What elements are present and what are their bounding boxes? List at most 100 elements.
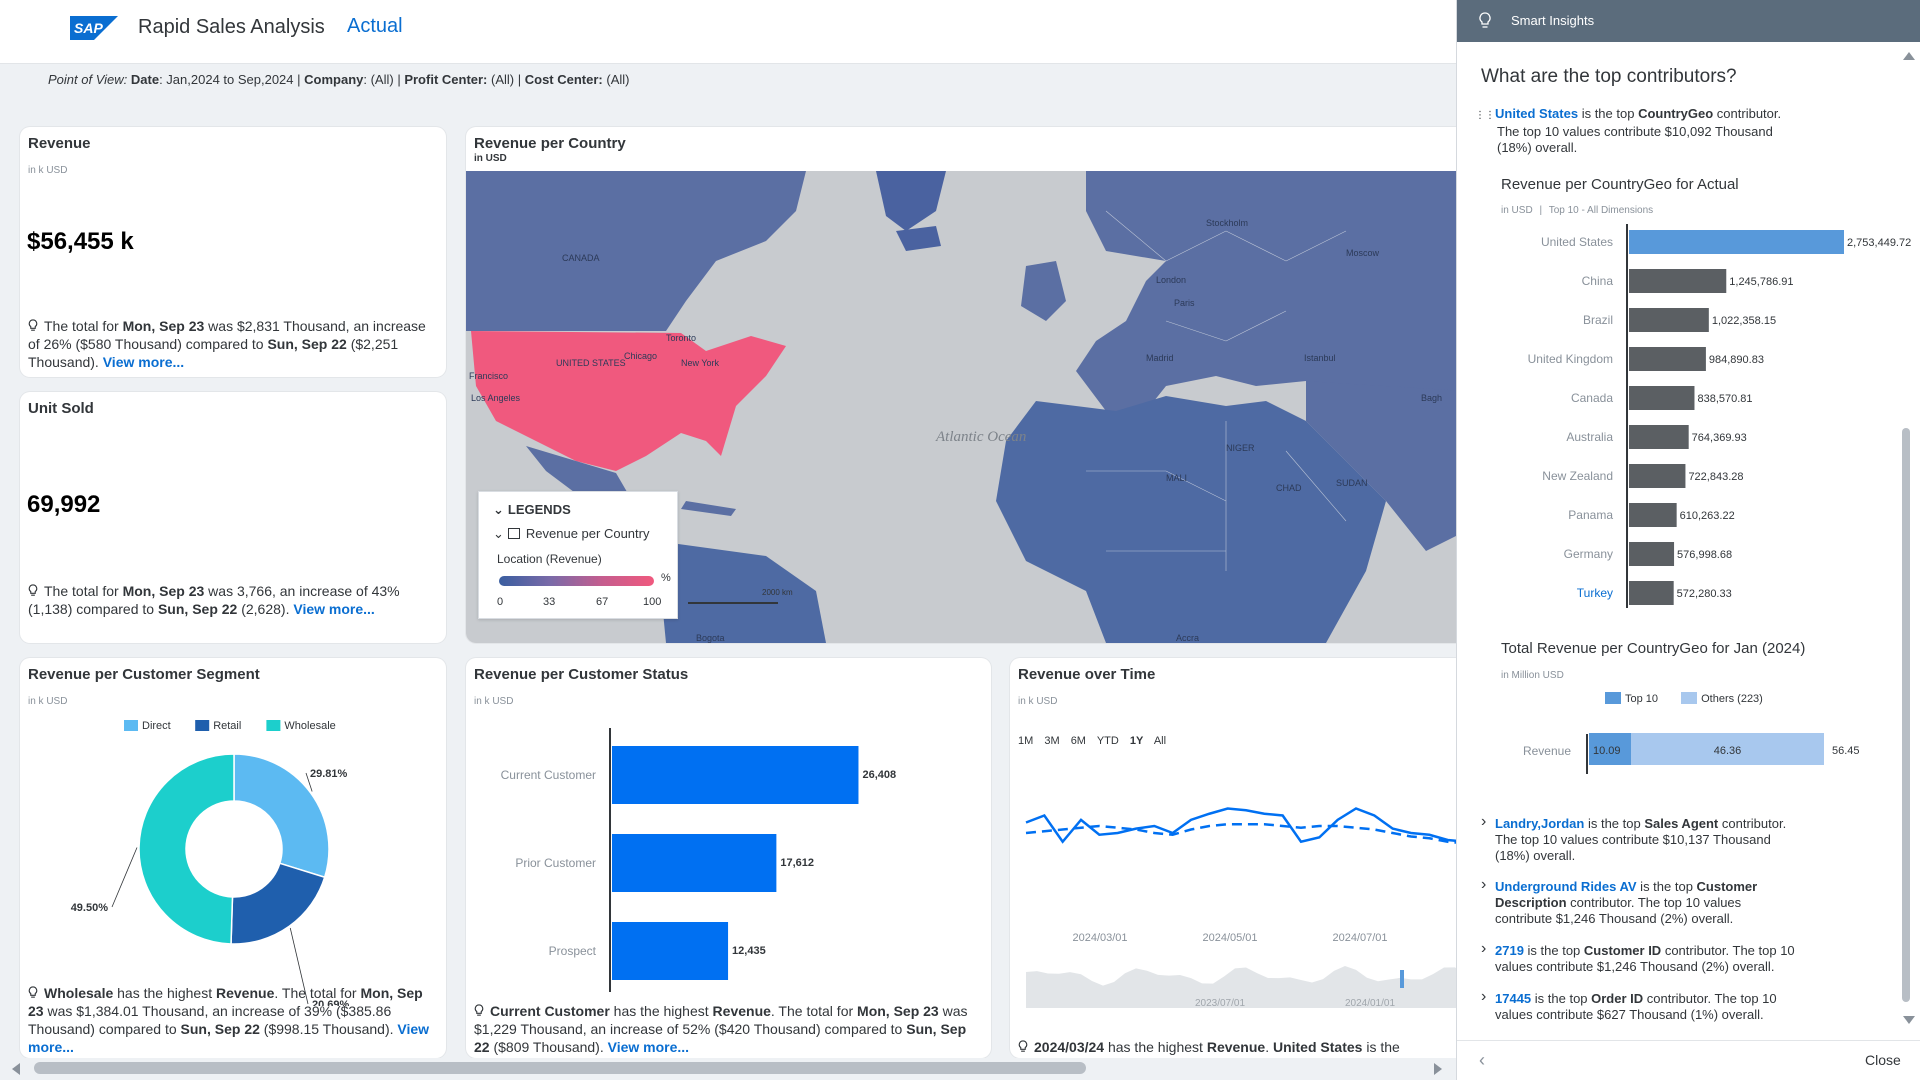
- chart1-unit: in USD | Top 10 - All Dimensions: [1501, 205, 1653, 216]
- svg-text:Chicago: Chicago: [624, 351, 657, 361]
- view-more-link[interactable]: View more...: [607, 1039, 690, 1055]
- legend-label: Retail: [213, 720, 241, 732]
- revenue-over-time-card[interactable]: Revenue over Time in k USD 1M 3M 6M YTD …: [1010, 658, 1466, 1058]
- contributor-item[interactable]: › Landry,Jordan is the top Sales Agent co…: [1481, 813, 1881, 864]
- svg-text:SUDAN: SUDAN: [1336, 478, 1368, 488]
- svg-text:CANADA: CANADA: [562, 253, 600, 263]
- contributor-text: The top 10 values contribute $10,137 Tho…: [1495, 832, 1771, 847]
- status-bar: [612, 922, 729, 980]
- view-more-link[interactable]: View more...: [293, 601, 375, 617]
- map-legend[interactable]: ⌄ LEGENDS ⌄ Revenue per Country Location (…: [478, 491, 678, 619]
- donut-slice: [233, 753, 330, 879]
- country-bar: [1629, 542, 1675, 566]
- panel-scrollbar-thumb[interactable]: [1902, 428, 1910, 1002]
- insight-date: Sun, Sep 22: [157, 601, 238, 617]
- time-insight: 2024/03/24 has the highest Revenue. Unit…: [1018, 1038, 1456, 1056]
- insight-text: was $2,831 Thousand, an increase of 26% …: [28, 318, 426, 352]
- map-region-cuba: [681, 501, 736, 516]
- country-bar-chart[interactable]: United States 2,753,449.72 China 1,245,786.…: [1457, 220, 1920, 610]
- chevron-right-icon[interactable]: ›: [1481, 876, 1487, 893]
- card-title: Revenue: [28, 135, 91, 152]
- chevron-right-icon[interactable]: ›: [1481, 988, 1487, 1005]
- geo-map[interactable]: CANADA UNITED STATES Chicago New York To…: [466, 171, 1466, 643]
- panel-question: What are the top contributors?: [1481, 66, 1737, 87]
- navigator-tick-label: 2024/01/01: [1345, 998, 1395, 1009]
- contributor-link[interactable]: Underground Rides AV: [1495, 879, 1637, 894]
- scroll-right-arrow-icon[interactable]: [1434, 1063, 1442, 1075]
- filter-all[interactable]: All: [1153, 735, 1167, 747]
- insight-segment: Current Customer: [490, 1003, 610, 1019]
- legend-tick: 0: [497, 596, 504, 608]
- chevron-right-icon[interactable]: ›: [1481, 940, 1487, 957]
- country-label: Canada: [1571, 391, 1613, 405]
- navigator-handle: [1400, 970, 1404, 988]
- status-bar: [612, 834, 777, 892]
- contributor-item[interactable]: › 17445 is the top Order ID contributor. …: [1481, 988, 1881, 1023]
- horizontal-scrollbar-thumb[interactable]: [34, 1062, 1086, 1074]
- status-bar-chart[interactable]: Current Customer 26,408 Prior Customer 17,6…: [466, 708, 991, 998]
- insight-text: has the highest: [1104, 1039, 1207, 1055]
- back-chevron-icon[interactable]: ‹: [1479, 1050, 1485, 1070]
- revenue-time-line-chart[interactable]: 2024/03/01 2024/05/01 2024/07/01 2023/07/01…: [1010, 758, 1466, 1018]
- insight-date: Sun, Sep 22: [474, 1021, 967, 1055]
- country-label: Panama: [1568, 508, 1613, 522]
- slice-label: 20.69%: [312, 999, 350, 1006]
- svg-text:New York: New York: [681, 358, 720, 368]
- insight-metric: Revenue: [216, 985, 275, 1001]
- card-unit: in k USD: [28, 165, 68, 176]
- top-country-link[interactable]: United States: [1495, 106, 1579, 121]
- close-button[interactable]: Close: [1865, 1052, 1901, 1068]
- point-of-view-bar[interactable]: Point of View: Date: Jan,2024 to Sep,202…: [48, 72, 630, 87]
- map-region-middle-east: [1306, 381, 1466, 551]
- insight-text: (2,628).: [237, 601, 294, 617]
- contributor-link[interactable]: Landry,Jordan: [1495, 816, 1585, 831]
- legend-heading-label: LEGENDS: [507, 502, 571, 517]
- map-canvas[interactable]: CANADA UNITED STATES Chicago New York To…: [466, 171, 1466, 643]
- view-more-link[interactable]: View more...: [28, 1021, 430, 1055]
- scroll-down-arrow-icon[interactable]: [1903, 1016, 1915, 1024]
- filter-6m[interactable]: 6M: [1070, 735, 1086, 747]
- unit-sold-card[interactable]: Unit Sold 69,992 The total for Mon, Sep …: [20, 392, 446, 643]
- legend-swatch-top10: [1605, 692, 1621, 704]
- filter-ytd[interactable]: YTD: [1096, 735, 1119, 747]
- chart1-title: Revenue per CountryGeo for Actual: [1501, 176, 1739, 193]
- chart1-sep: |: [1539, 205, 1543, 216]
- contributor-item[interactable]: › 2719 is the top Customer ID contributor…: [1481, 940, 1881, 975]
- donut-slice: [230, 862, 326, 945]
- slice-leader-line: [111, 847, 138, 908]
- segment-donut-chart[interactable]: Direct Retail Wholesale 29.81% 20.69% 49.50%: [20, 706, 446, 1006]
- map-borders: [1086, 210, 1347, 571]
- card-title: Revenue over Time: [1018, 666, 1156, 683]
- card-title: Revenue per Country: [474, 135, 626, 152]
- svg-text:Paris: Paris: [1174, 298, 1195, 308]
- legend-location-label: Location (Revenue): [497, 552, 602, 566]
- view-more-link[interactable]: View more...: [102, 354, 185, 370]
- pov-company-value: : (All) |: [363, 72, 401, 87]
- svg-text:CHAD: CHAD: [1276, 483, 1302, 493]
- contributor-item[interactable]: › Underground Rides AV is the top Custome…: [1481, 876, 1881, 927]
- revenue-card[interactable]: Revenue in k USD $56,455 k The total for…: [20, 127, 446, 377]
- version-selector[interactable]: Actual: [347, 15, 403, 37]
- expand-icon[interactable]: ⋮⋮: [1475, 110, 1495, 121]
- legend-heading[interactable]: ⌄ LEGENDS: [493, 502, 571, 518]
- insight-text: .: [1265, 1039, 1273, 1055]
- filter-1y[interactable]: 1Y: [1129, 735, 1144, 747]
- svg-text:London: London: [1156, 275, 1186, 285]
- insight-text: has the highest: [113, 985, 216, 1001]
- filter-1m[interactable]: 1M: [1018, 735, 1034, 747]
- unit-sold-insight: The total for Mon, Sep 23 was 3,766, an …: [28, 582, 436, 618]
- stacked-revenue-bar[interactable]: Revenue 10.09 46.36 56.45: [1457, 720, 1920, 780]
- lightbulb-icon: [28, 986, 38, 998]
- legend-series[interactable]: ⌄ Revenue per Country: [493, 526, 649, 542]
- scroll-up-arrow-icon[interactable]: [1903, 52, 1915, 60]
- revenue-per-country-card[interactable]: Revenue per Country in USD: [466, 127, 1466, 643]
- map-region-greenland: [876, 171, 946, 231]
- scroll-left-arrow-icon[interactable]: [12, 1063, 20, 1075]
- contributor-link[interactable]: 2719: [1495, 943, 1524, 958]
- customer-segment-card[interactable]: Revenue per Customer Segment in k USD Di…: [20, 658, 446, 1058]
- legend-top10-label: Top 10: [1625, 693, 1659, 705]
- filter-3m[interactable]: 3M: [1044, 735, 1060, 747]
- contributor-link[interactable]: 17445: [1495, 991, 1532, 1006]
- customer-status-card[interactable]: Revenue per Customer Status in k USD Cur…: [466, 658, 991, 1058]
- chevron-right-icon[interactable]: ›: [1481, 813, 1487, 830]
